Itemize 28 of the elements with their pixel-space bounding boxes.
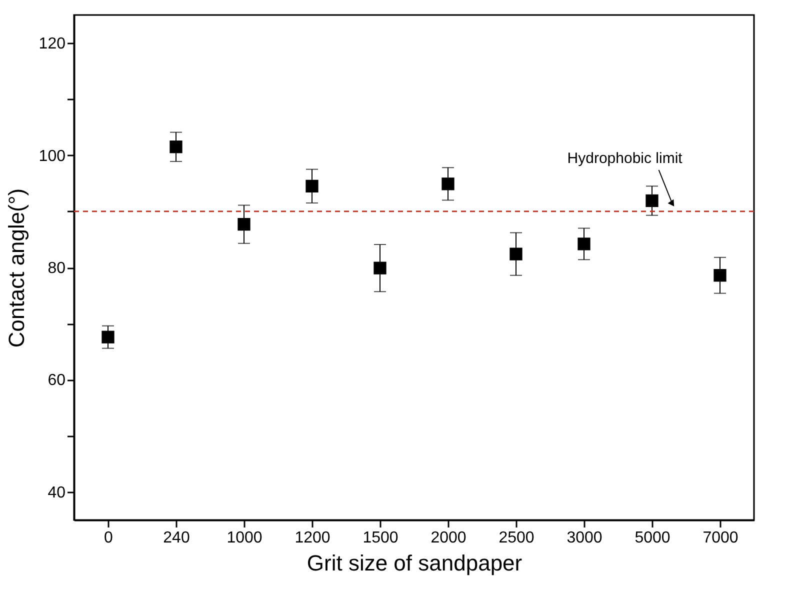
y-tick-label: 40 [48,484,66,502]
x-tick-label: 2500 [498,530,534,546]
point [374,262,386,274]
x-tick-label: 2000 [430,530,466,546]
y-tick-label: 60 [48,372,66,390]
y-axis-title: Contact angle(°) [4,188,29,348]
x-tick-label: 7000 [702,530,738,546]
point [510,248,522,260]
x-tick-label: 5000 [634,530,670,546]
x-tick-label: 1200 [294,530,330,546]
y-tick-label: 120 [38,36,66,53]
x-tick-label: 3000 [566,530,602,546]
point [714,269,726,282]
point [578,238,590,250]
x-axis-title: Grit size of sandpaper [306,550,522,576]
x-tick-label: 240 [163,530,190,546]
x-tick-label: 0 [104,530,114,546]
point [238,218,250,231]
ref-line-label: Hydrophobic limit [567,150,684,167]
point [646,194,658,208]
y-tick-label: 80 [48,260,66,277]
point [102,330,114,344]
point [170,140,182,154]
point [306,180,318,192]
x-tick-label: 1000 [226,530,262,546]
point [442,178,454,190]
y-tick-label: 100 [38,148,66,165]
x-tick-label: 1500 [362,530,398,546]
